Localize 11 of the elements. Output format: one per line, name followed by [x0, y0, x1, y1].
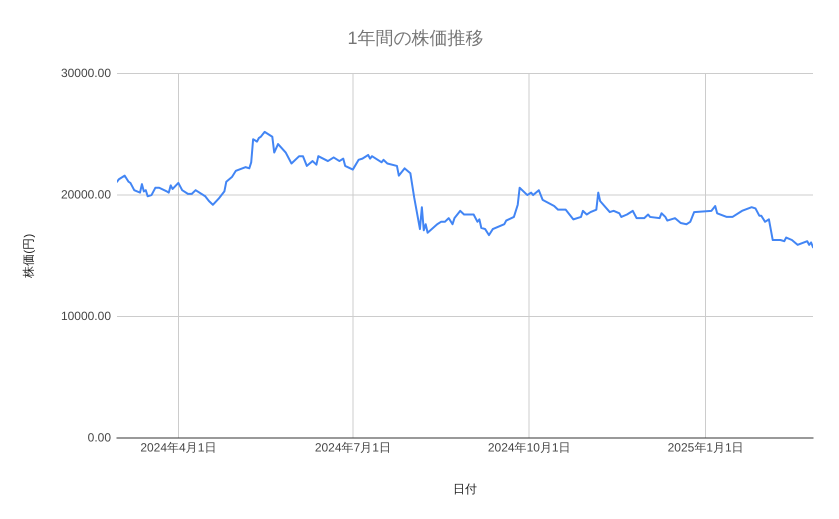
x-axis-title: 日付: [453, 482, 477, 496]
x-tick-label: 2025年1月1日: [668, 440, 744, 455]
y-tick-label: 20000.00: [60, 187, 112, 202]
y-tick-label: 10000.00: [60, 308, 112, 323]
y-tick-label: 0.00: [88, 430, 112, 444]
x-tick-label: 2024年4月1日: [140, 440, 216, 455]
y-axis-title: 株価(円): [22, 234, 36, 279]
x-tick-label: 2024年10月1日: [488, 440, 571, 455]
x-tick-label: 2024年7月1日: [314, 440, 391, 455]
chart-title: 1年間の株価推移: [347, 28, 484, 48]
y-tick-label: 30000.00: [60, 66, 112, 80]
